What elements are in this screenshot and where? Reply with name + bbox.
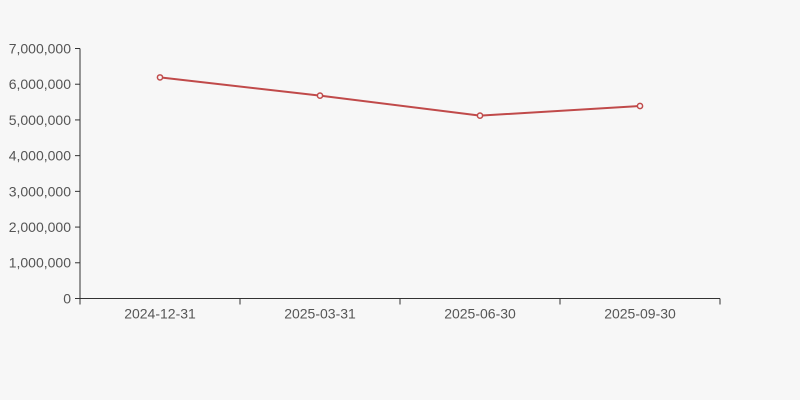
x-tick-label: 2025-06-30 [444,306,516,322]
x-tick-label: 2025-09-30 [604,306,676,322]
y-tick-label: 0 [63,290,71,306]
data-point-marker[interactable] [636,102,644,110]
y-tick-label: 3,000,000 [9,183,71,199]
data-point-marker[interactable] [316,92,324,99]
x-tick-label: 2024-12-31 [124,306,196,322]
y-tick-label: 6,000,000 [9,76,71,92]
data-point-marker[interactable] [476,112,484,119]
y-tick-label: 1,000,000 [9,255,71,271]
y-tick-label: 5,000,000 [9,112,71,128]
series-line [159,76,641,117]
x-tick-label: 2025-03-31 [284,306,356,322]
y-tick-label: 2,000,000 [9,219,71,235]
data-point-marker[interactable] [156,74,164,81]
y-tick-label: 7,000,000 [9,40,71,56]
chart-root: 0 1,000,000 2,000,000 3,000,000 4,000,000 5,0… [9,40,721,322]
y-tick-label: 4,000,000 [9,148,71,164]
